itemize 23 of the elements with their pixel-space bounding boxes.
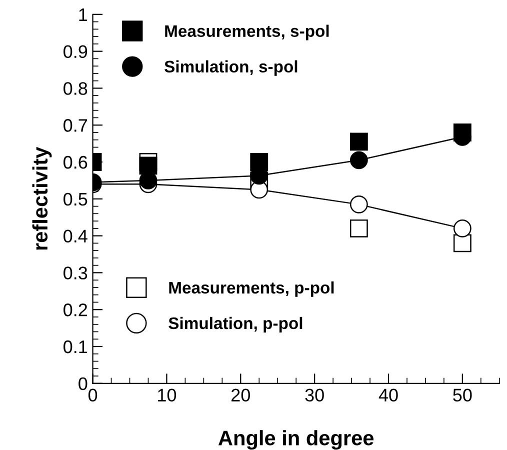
y-tick-label: 1: [79, 8, 88, 21]
y-tick-label: 0.9: [64, 45, 88, 58]
y-tick-label: 0.6: [64, 156, 88, 169]
x-tick-label: 10: [158, 388, 176, 402]
y-tick-label: 0.5: [64, 192, 88, 206]
x-tick-label: 30: [305, 388, 324, 402]
x-tick-label: 0: [88, 388, 98, 402]
x-tick-label: 20: [232, 388, 250, 402]
y-tick-label: 0.1: [64, 340, 88, 354]
y-axis-title: reflectivity: [32, 146, 52, 250]
y-tick-label: 0.7: [64, 119, 88, 132]
y-tick-label: 0.2: [64, 304, 88, 316]
legend-label: Simulation, s-pol: [164, 60, 298, 76]
legend-label: Simulation, p-pol: [168, 316, 302, 332]
y-tick-label: 0: [78, 377, 88, 390]
legend-label: Measurements, s-pol: [165, 24, 329, 40]
x-tick-label: 40: [378, 388, 398, 402]
x-tick-label: 50: [453, 388, 472, 402]
legend-label: Measurements, p-pol: [169, 281, 334, 297]
y-tick-label: 0.3: [64, 266, 88, 280]
x-axis-title: Angle in degree: [218, 430, 374, 450]
y-tick-label: 0.4: [64, 230, 88, 243]
y-tick-label: 0.8: [64, 82, 88, 95]
